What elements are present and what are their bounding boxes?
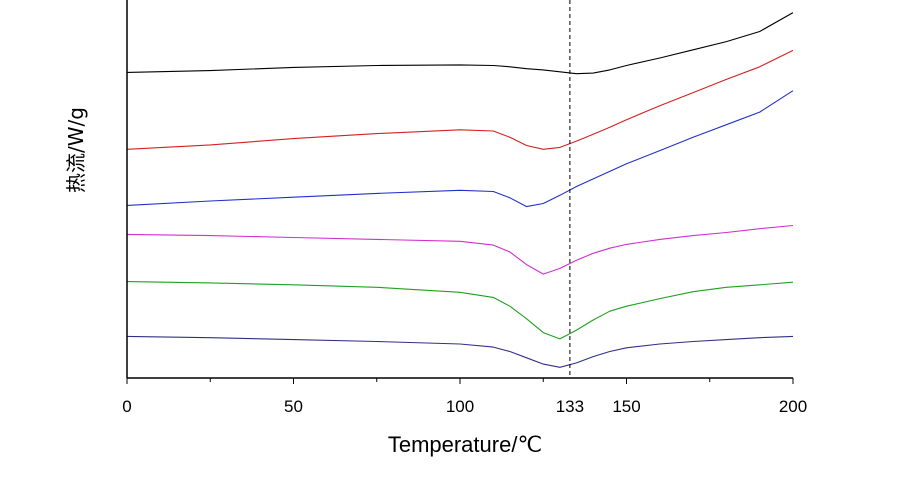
series-line-3 [126,90,794,208]
x-tick-label-150: 150 [612,397,640,416]
x-tick-label-50: 50 [284,397,303,416]
series-layer [126,12,794,368]
x-tick-label-200: 200 [779,397,807,416]
series-line-1 [126,12,794,75]
series-line-6 [126,335,794,368]
x-axis-ticks: 0 50 100 133 150 200 [122,378,807,416]
x-tick-label-0: 0 [122,397,131,416]
x-axis-label: Temperature/℃ [388,432,542,457]
series-line-2 [126,49,794,150]
series-line-5 [126,281,794,340]
series-line-4 [126,224,794,275]
y-axis-label: 热流/W/g [64,107,88,193]
x-tick-label-133: 133 [556,397,584,416]
x-tick-label-100: 100 [446,397,474,416]
